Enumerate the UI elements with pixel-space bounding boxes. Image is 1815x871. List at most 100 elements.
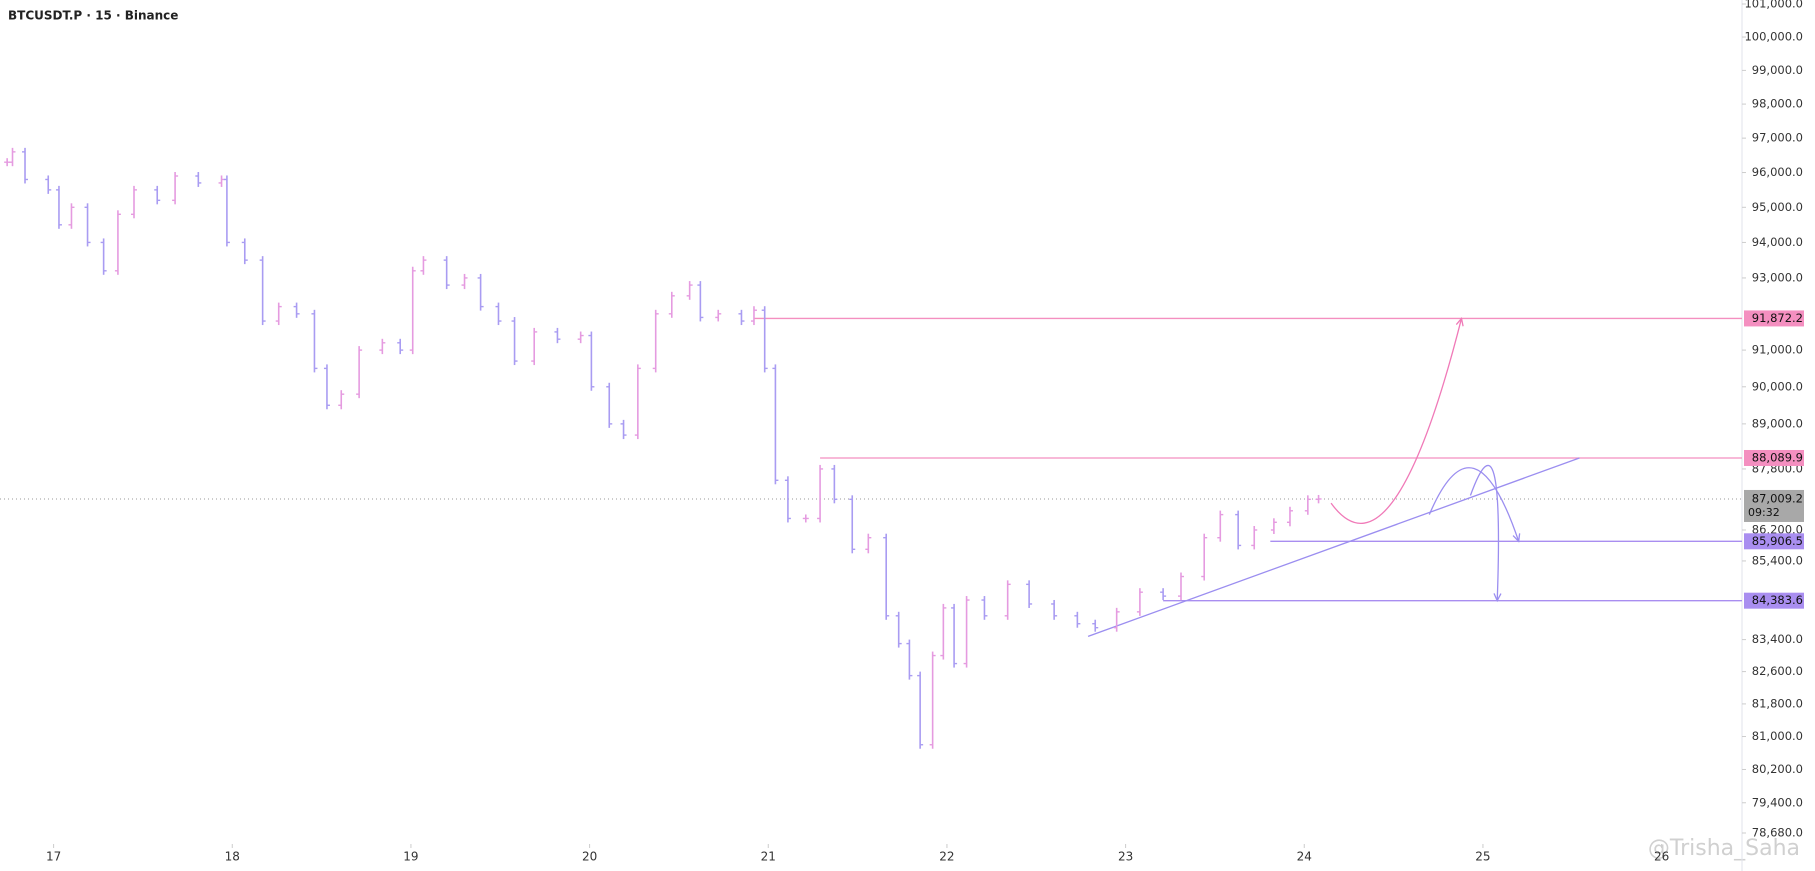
price-bar [100,238,107,275]
price-bar [1270,518,1277,534]
price-bar [963,596,970,668]
x-tick-label: 19 [403,850,418,864]
price-bar [620,419,627,440]
y-tick-label: 82,600.0 [1752,664,1803,678]
price-bar [802,514,809,523]
price-bar [68,203,75,229]
level-label: 84,383.6 [1752,593,1803,607]
x-tick-label: 23 [1118,850,1133,864]
level-label: 91,872.2 [1752,311,1803,325]
price-bar [588,331,595,391]
price-bar [906,639,913,680]
price-bar [9,147,16,167]
x-tick-label: 25 [1475,850,1490,864]
y-tick-label: 86,200.0 [1752,522,1803,536]
price-bar [784,476,791,523]
price-bar [477,273,484,311]
x-tick-label: 21 [761,850,776,864]
y-tick-label: 100,000.0 [1744,30,1803,44]
level-label-box [1744,310,1804,327]
x-tick-label: 26 [1654,850,1669,864]
price-bar [1026,580,1033,608]
price-bar [1074,611,1081,628]
y-tick-label: 99,000.0 [1752,63,1803,77]
price-bar [940,603,947,660]
price-bar [131,185,137,219]
y-tick-label: 78,680.0 [1752,826,1803,840]
price-bar [1160,588,1167,601]
price-bar [634,364,641,440]
price-bar [172,172,179,205]
price-bar [981,596,988,620]
chart-title: BTCUSDT.P · 15 · Binance [8,9,178,23]
price-bar [114,210,121,275]
last-price-box [1744,489,1804,522]
y-tick-label: 93,000.0 [1752,270,1803,284]
price-bar [686,281,693,300]
price-bar [1113,607,1120,632]
price-bar [84,203,91,247]
y-tick-label: 80,200.0 [1752,762,1803,776]
price-bar [420,256,427,275]
projection-curve [1428,467,1520,542]
level-label-box [1744,592,1804,609]
level-label: 85,906.5 [1752,534,1803,548]
price-bar [379,338,386,355]
price-bar [409,266,416,355]
price-bar [577,331,584,344]
y-tick-label: 95,000.0 [1752,200,1803,214]
projection-curve [1469,464,1500,601]
level-label-box [1744,449,1804,466]
price-bar [715,309,722,322]
price-bar [772,364,779,485]
price-bar [45,175,52,194]
price-bar [865,533,872,554]
price-bar [397,338,404,355]
price-bar [1304,495,1311,515]
level-label: 88,089.9 [1752,450,1803,464]
price-bar [1315,494,1322,504]
projection-arrowhead [1493,593,1502,603]
y-tick-label: 79,400.0 [1752,795,1803,809]
price-bar [1201,533,1208,581]
price-bar [293,302,300,318]
level-label-box [1744,533,1804,550]
price-bar [554,327,561,344]
y-tick-label: 85,400.0 [1752,553,1803,567]
price-bar [22,147,29,184]
price-bar [929,651,936,749]
price-bar [1217,510,1224,542]
trendline [1087,457,1580,638]
y-tick-label: 90,000.0 [1752,379,1803,393]
price-bar [195,172,202,187]
price-bar [738,309,745,326]
price-bar [817,464,824,523]
x-tick-label: 17 [46,850,61,864]
y-tick-label: 98,000.0 [1752,97,1803,111]
price-bar [311,309,318,373]
price-bar [55,185,62,229]
projection-curve [1330,318,1463,524]
y-tick-label: 81,800.0 [1752,696,1803,710]
price-bar [1136,588,1143,616]
projection-arrowhead [1455,316,1464,327]
price-bar [1051,599,1058,620]
x-tick-label: 20 [582,850,597,864]
x-tick-label: 22 [939,850,954,864]
x-tick-label: 18 [225,850,240,864]
price-bar [511,317,518,366]
price-bar [259,256,266,326]
price-bar [443,256,450,290]
price-bar [761,306,768,373]
price-bar [1177,572,1184,601]
watermark: @Trisha_Saha [1648,836,1800,861]
y-tick-label: 96,000.0 [1752,165,1803,179]
price-bar [849,495,856,554]
price-bar [895,611,902,648]
price-bar [461,273,468,290]
price-bar [652,309,659,373]
price-bar [495,302,502,326]
projection-arrowhead [1512,533,1521,543]
